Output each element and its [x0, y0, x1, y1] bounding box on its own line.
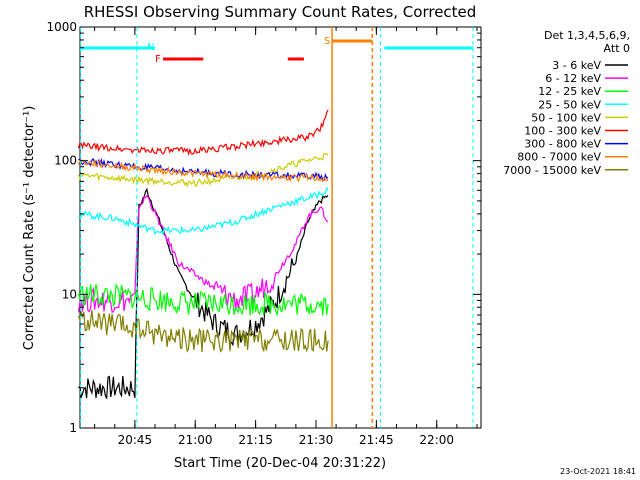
legend-label-300-800-kev: 300 - 800 keV [524, 138, 601, 151]
legend-label-25-50-kev: 25 - 50 keV [538, 98, 601, 111]
series-line-6-12-kev [77, 194, 329, 314]
annotation-label-n: N [147, 42, 154, 53]
chart-title: RHESSI Observing Summary Count Rates, Co… [84, 3, 477, 21]
series-line-12-25-kev [77, 283, 329, 317]
x-tick-label: 21:30 [299, 433, 334, 447]
data-series-group: NF S [77, 27, 474, 428]
series-line-50-100-kev [77, 152, 329, 188]
y-tick-label: 10 [62, 287, 77, 301]
legend-label-7000-15000-kev: 7000 - 15000 keV [503, 164, 601, 177]
series-line-3-6-kev [78, 187, 329, 400]
legend-label-100-300-kev: 100 - 300 keV [524, 125, 601, 138]
x-tick-label: 22:00 [419, 433, 454, 447]
y-tick-label: 1000 [46, 20, 77, 34]
x-axis-title: Start Time (20-Dec-04 20:31:22) [174, 456, 386, 471]
legend-label-12-25-kev: 12 - 25 keV [538, 85, 601, 98]
footer-timestamp: 23-Oct-2021 18:41 [560, 467, 636, 476]
x-tick-label: 21:45 [359, 433, 394, 447]
series-line-100-300-kev [77, 109, 329, 156]
annotation-label-f: F [155, 54, 161, 65]
x-tick-label: 20:45 [118, 433, 153, 447]
x-tick-label: 21:00 [178, 433, 213, 447]
y-tick-label: 100 [54, 154, 77, 168]
series-line-25-50-kev [78, 186, 329, 236]
y-tick-label: 1 [69, 421, 77, 435]
legend-label-800-7000-kev: 800 - 7000 keV [517, 151, 601, 164]
legend-label-3-6-kev: 3 - 6 keV [552, 59, 601, 72]
x-axis: 20:45 21:00 21:15 21:30 21:45 22:00 [94, 27, 478, 447]
legend-header-line-2: Att 0 [604, 42, 630, 55]
plot-frame [79, 26, 482, 429]
legend-label-6-12-kev: 6 - 12 keV [545, 72, 601, 85]
plot-area: NF S 20:45 21:00 21:15 21:30 21:45 22:00 1 10 10… [46, 20, 482, 447]
series-line-800-7000-kev [77, 158, 329, 183]
series-line-300-800-kev [78, 157, 329, 181]
legend-label-50-100-kev: 50 - 100 keV [531, 111, 601, 124]
annotation-label-s: S [324, 36, 330, 47]
series-line-7000-15000-kev [77, 310, 329, 353]
x-tick-label: 21:15 [238, 433, 273, 447]
y-axis: 1 10 100 1000 [46, 20, 481, 435]
y-axis-title: Corrected Count Rate (s⁻¹ detector⁻¹) [22, 106, 37, 351]
legend-header-line-1: Det 1,3,4,5,6,9, [544, 29, 630, 42]
